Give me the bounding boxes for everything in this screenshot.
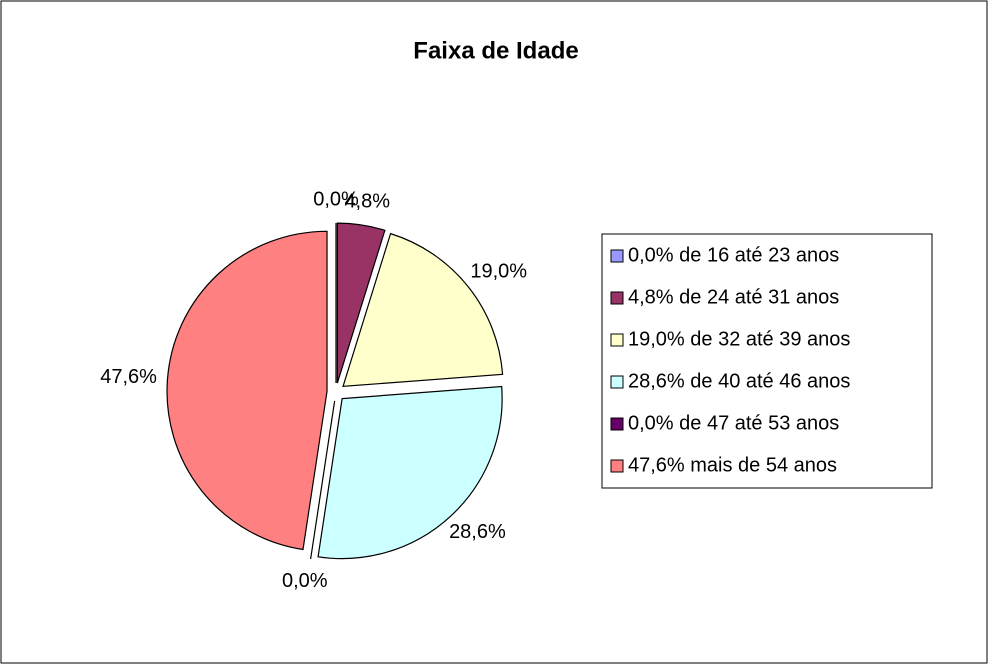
data-label: 4,8% [344,190,390,212]
chart-title: Faixa de Idade [413,37,578,64]
pie-slice [336,222,386,384]
data-label: 0,0% [282,570,328,592]
legend-swatch [610,249,624,263]
legend-label: 0,0% de 47 até 53 anos [628,412,839,434]
pie-slice [342,232,504,388]
pie-slice [317,385,503,560]
legend-label: 0,0% de 16 até 23 anos [628,244,839,266]
data-label: 19,0% [470,261,527,283]
legend-label: 47,6% mais de 54 anos [628,454,837,476]
legend-swatch [610,333,624,347]
data-label: 47,6% [100,366,157,388]
legend-label: 28,6% de 40 até 46 anos [628,370,850,392]
legend-swatch [610,375,624,389]
pie-slice [310,400,336,560]
legend-swatch [610,459,624,473]
legend-swatch [610,417,624,431]
pie-slice [166,230,328,551]
legend-box [601,233,933,489]
data-label: 28,6% [449,521,506,543]
legend-swatch [610,291,624,305]
data-label: 0,0% [313,188,359,210]
legend-label: 19,0% de 32 até 39 anos [628,328,850,350]
legend-label: 4,8% de 24 até 31 anos [628,286,839,308]
